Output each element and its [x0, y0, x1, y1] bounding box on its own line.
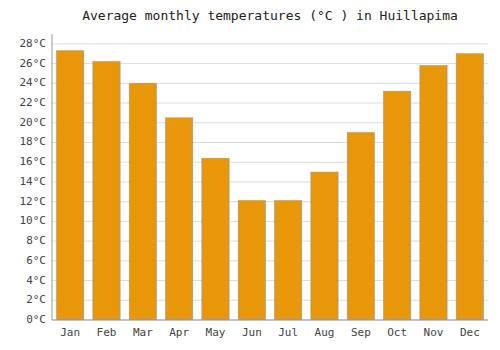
bar [384, 91, 411, 320]
y-tick-label: 14°C [20, 175, 47, 188]
y-tick-label: 4°C [26, 274, 46, 287]
grid-line [52, 320, 488, 321]
x-tick-label: Nov [424, 326, 444, 339]
x-tick-labels: Jan Feb Mar Apr May Jun Jul Aug Sep Oct Nov Dec [60, 326, 480, 339]
bar [275, 201, 302, 320]
y-tick-label: 24°C [20, 76, 47, 89]
x-tick-label: Mar [133, 326, 153, 339]
bar [347, 133, 374, 320]
x-tick-label: Feb [97, 326, 117, 339]
x-tick-label: Apr [169, 326, 189, 339]
title: Average monthly temperatures (°C ) in Hu… [82, 8, 458, 23]
chart-container: 0°C 2°C 4°C 6°C 8°C 10°C 12°C 14°C 16°C 18°C 20°C 2… [0, 0, 500, 350]
y-tick-label: 28°C [20, 37, 47, 50]
bar [420, 66, 447, 320]
y-tick-labels: 0°C 2°C 4°C 6°C 8°C 10°C 12°C 14°C 16°C 18°C 20°C 2… [20, 37, 47, 326]
x-tick-label: Jan [60, 326, 80, 339]
x-tick-label: Jul [278, 326, 298, 339]
bar [311, 172, 338, 320]
y-grid [52, 44, 488, 320]
x-tick-label: Jun [242, 326, 262, 339]
bar [57, 51, 84, 320]
y-tick-label: 26°C [20, 57, 47, 70]
bar [93, 62, 120, 320]
chart: 0°C 2°C 4°C 6°C 8°C 10°C 12°C 14°C 16°C 18°C 20°C 2… [0, 0, 500, 350]
y-tick-label: 6°C [26, 254, 46, 267]
x-tick-label: Sep [351, 326, 371, 339]
y-tick-label: 0°C [26, 313, 46, 326]
y-tick-label: 16°C [20, 155, 47, 168]
bar [238, 201, 265, 320]
y-tick-label: 2°C [26, 293, 46, 306]
y-tick-label: 18°C [20, 135, 47, 148]
bar [129, 83, 156, 320]
x-tick-label: Dec [460, 326, 480, 339]
x-tick-label: May [206, 326, 226, 339]
grid-line [52, 43, 488, 44]
y-tick-label: 12°C [20, 195, 47, 208]
bar [166, 118, 193, 320]
x-tick-label: Aug [315, 326, 335, 339]
x-tick-label: Oct [387, 326, 407, 339]
y-tick-label: 20°C [20, 116, 47, 129]
bar [202, 158, 229, 320]
bar [456, 54, 483, 320]
y-tick-label: 10°C [20, 214, 47, 227]
y-tick-label: 8°C [26, 234, 46, 247]
y-tick-label: 22°C [20, 96, 47, 109]
y-axis-line [52, 34, 53, 320]
bars [57, 51, 484, 320]
x-axis-line [52, 320, 488, 321]
